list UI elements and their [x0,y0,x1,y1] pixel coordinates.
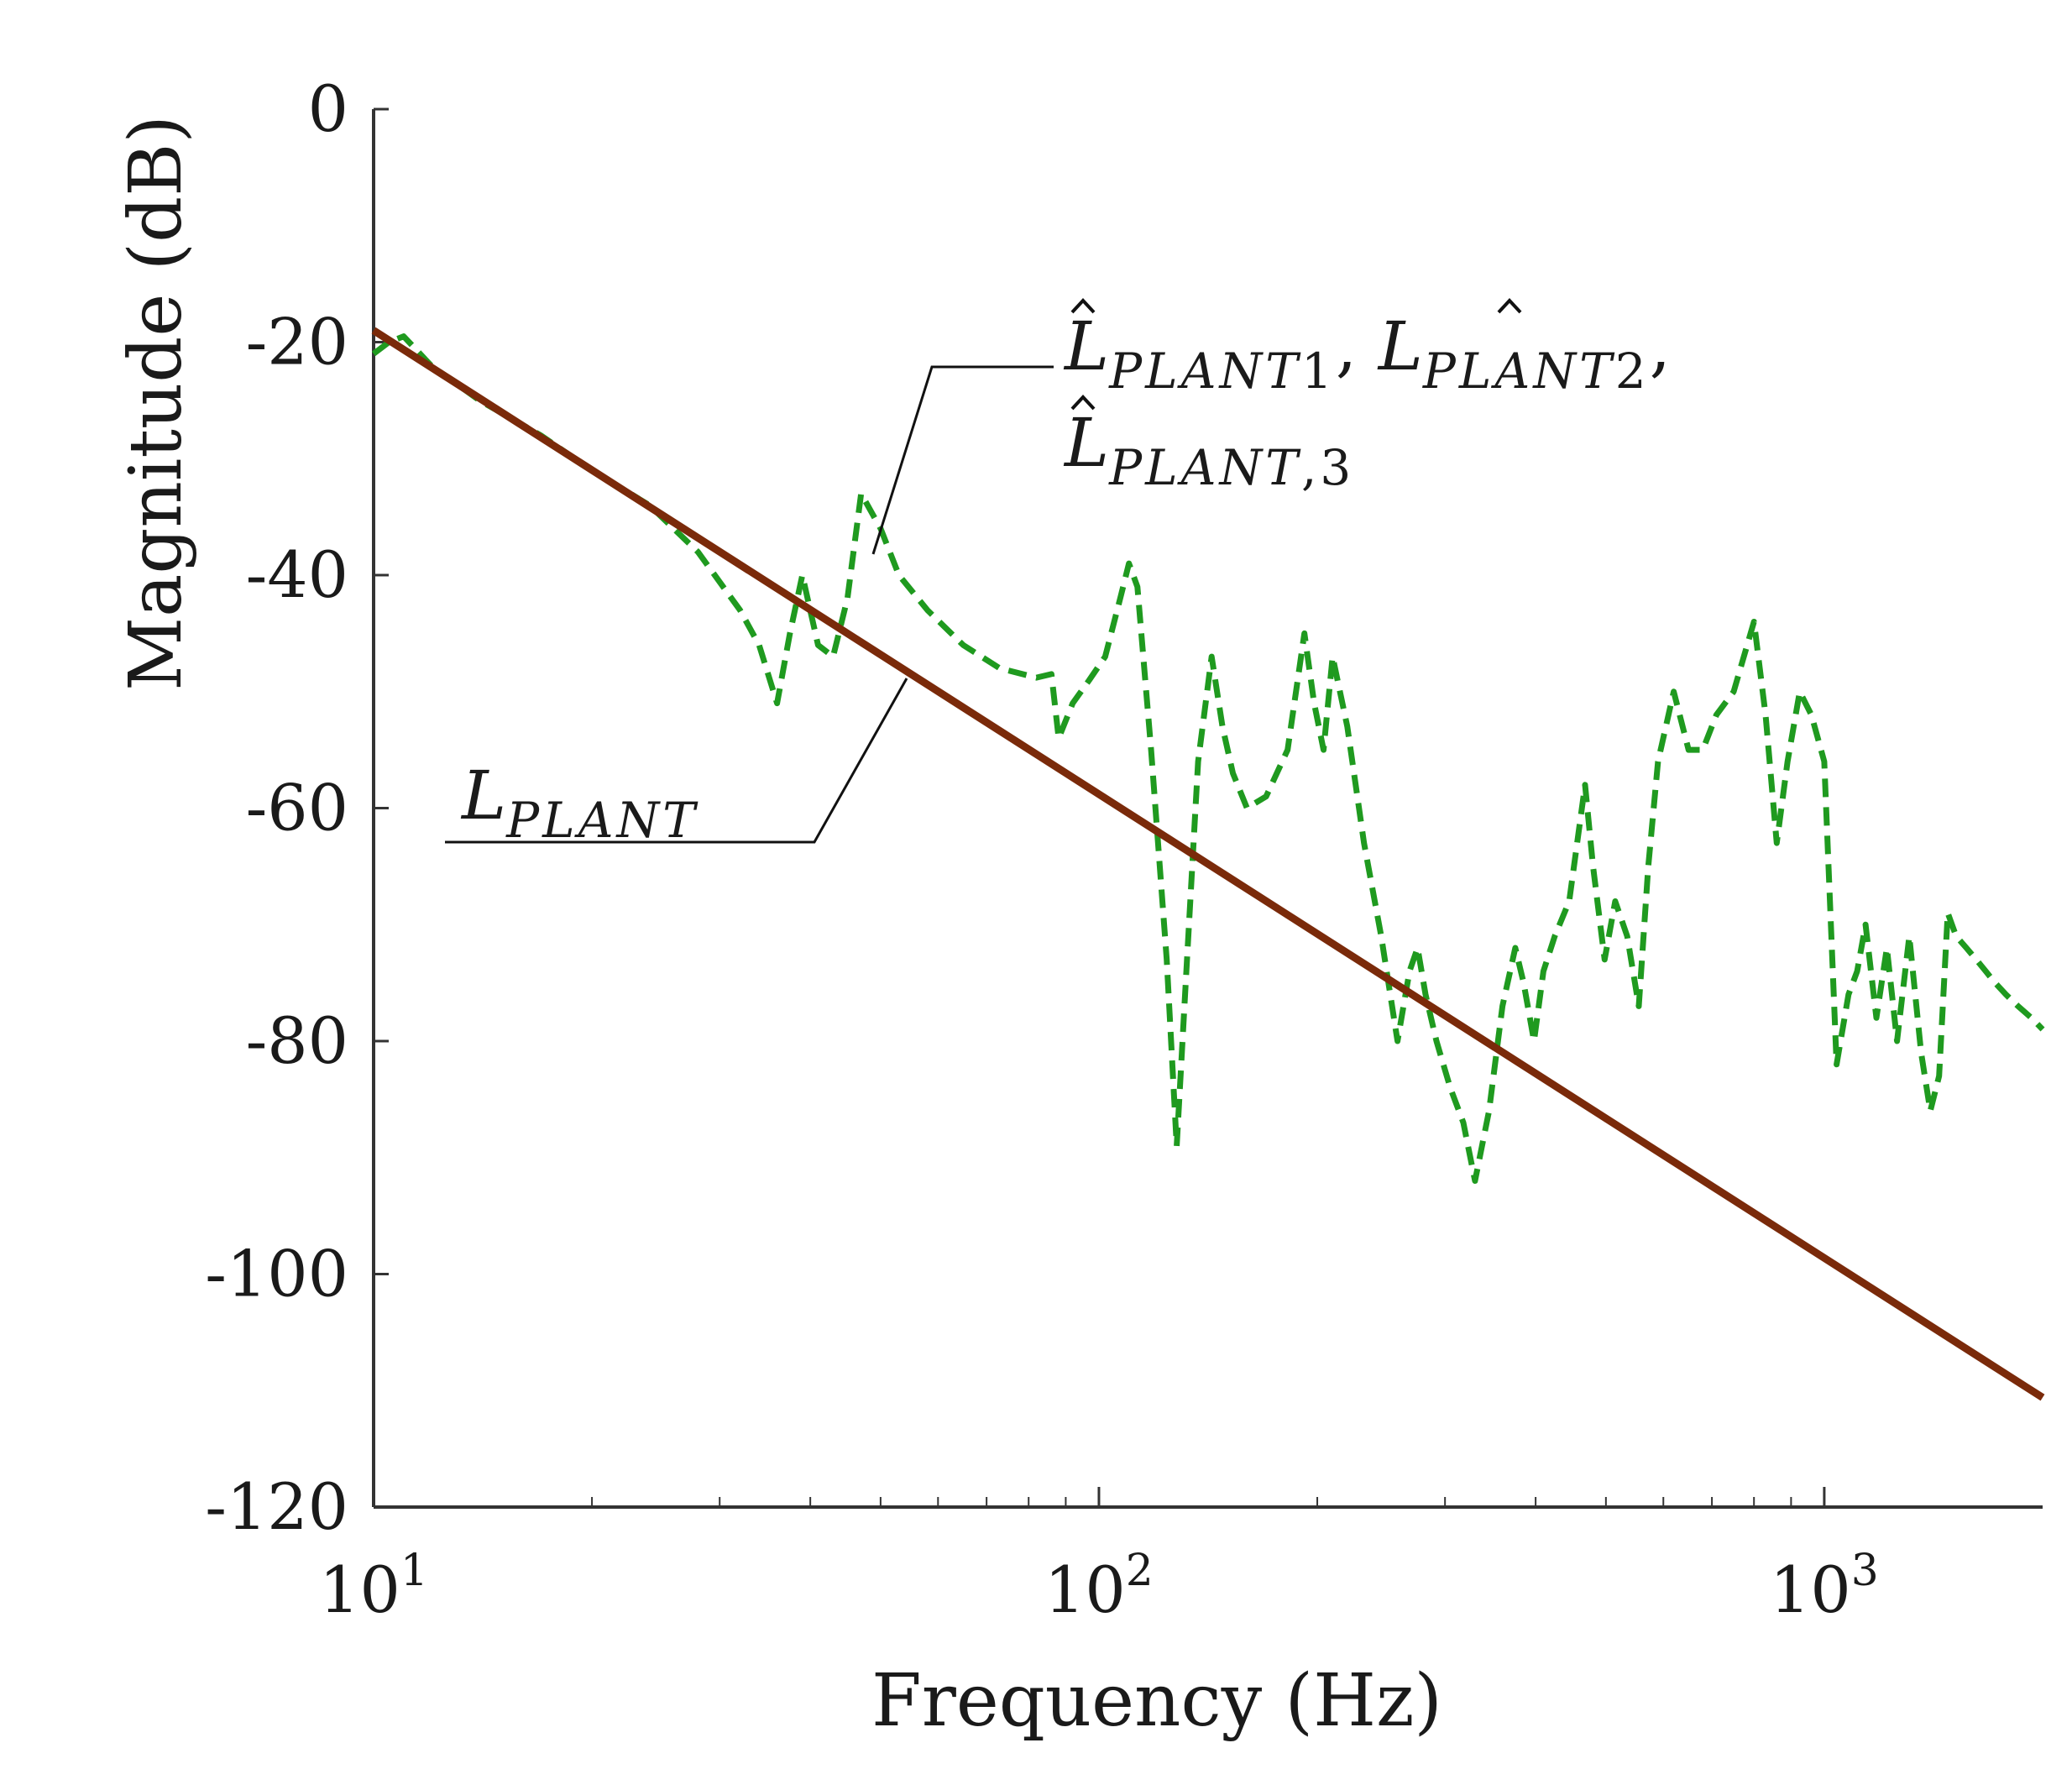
y-axis-title: Magnitude (dB) [114,115,198,691]
y-tick-label: -60 [246,771,348,845]
y-tick-label: -80 [246,1003,348,1078]
hat-mark [1070,395,1096,411]
estimates-label-line1: LPLANT1, LPLANT2, [1063,307,1671,400]
series-line-plant [371,327,2045,1401]
estimates-label-line2: LPLANT,3 [1063,404,1354,496]
x-tick-label: 101 [319,1546,428,1627]
y-tick-label: -120 [205,1469,348,1544]
series-group [371,327,2045,1401]
y-tick-label: 0 [308,71,348,146]
y-tick-label: -40 [246,537,348,612]
estimates-label: LPLANT1, LPLANT2, LPLANT,3 [1063,298,1671,496]
estimates-leader-line [871,365,1054,555]
plant-leader-line [445,678,908,844]
series-line-plant-estimates [371,333,2045,1184]
y-tick-label: -100 [205,1237,348,1311]
x-minor-ticks [591,1497,1792,1507]
plant-label: LPLANT [460,756,699,849]
y-ticks: 0 -20 -40 -60 -80 -100 -120 [205,71,389,1544]
x-ticks: 101 102 103 [319,1487,1879,1627]
x-tick-label: 103 [1770,1546,1879,1627]
x-tick-label: 102 [1044,1546,1154,1627]
x-axis-title: Frequency (Hz) [871,1659,1442,1743]
hat-mark [1497,298,1522,314]
y-tick-label: -20 [246,305,348,379]
hat-mark [1070,298,1096,314]
